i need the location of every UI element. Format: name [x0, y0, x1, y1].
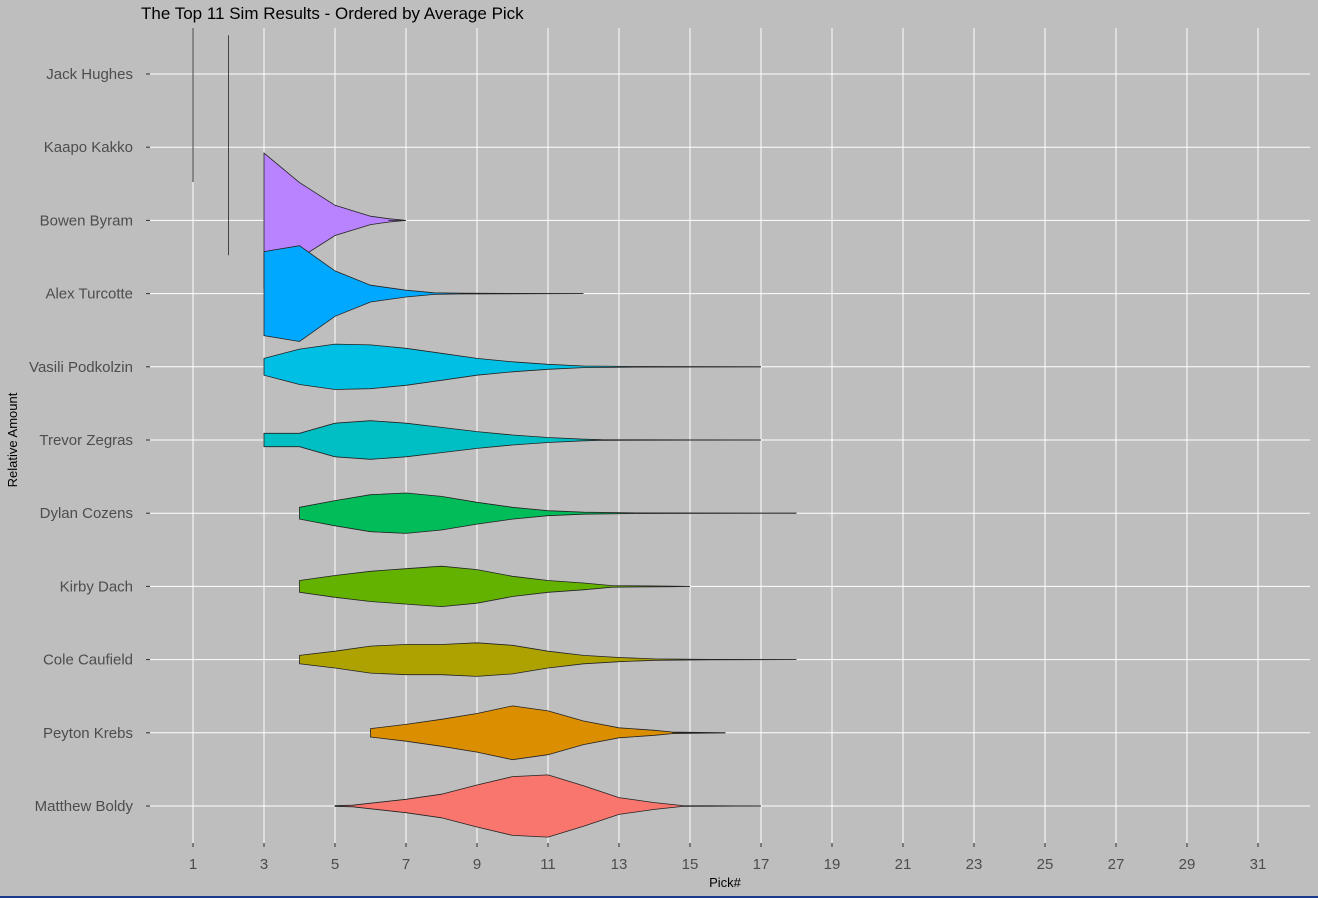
- violin-shape: [370, 705, 726, 761]
- x-tick-label: 1: [189, 856, 197, 873]
- y-tick-label: Trevor Zegras: [39, 432, 133, 449]
- chart-title: The Top 11 Sim Results - Ordered by Aver…: [141, 4, 524, 23]
- y-tick-label: Cole Caufield: [43, 652, 133, 669]
- violin-shape: [299, 565, 691, 608]
- y-tick-label: Kirby Dach: [60, 578, 133, 595]
- y-tick-label: Bowen Byram: [40, 212, 133, 229]
- window-bottom-border: [0, 896, 1318, 898]
- x-tick-label: 15: [682, 856, 699, 873]
- y-tick-label: Matthew Boldy: [35, 798, 134, 815]
- y-tick-label: Jack Hughes: [46, 66, 133, 83]
- violin-layer: [192, 28, 797, 838]
- x-tick-label: 11: [540, 856, 556, 873]
- x-tick-label: 21: [895, 856, 912, 873]
- y-tick-label: Kaapo Kakko: [44, 139, 133, 156]
- x-tick-label: 25: [1037, 856, 1054, 873]
- x-tick-label: 3: [260, 856, 268, 873]
- x-tick-label: 23: [966, 856, 983, 873]
- x-tick-label: 17: [753, 856, 770, 873]
- x-tick-label: 29: [1179, 856, 1196, 873]
- x-tick-label: 5: [331, 856, 339, 873]
- y-tick-label: Peyton Krebs: [43, 725, 133, 742]
- x-tick-label: 7: [402, 856, 410, 873]
- x-tick-label: 27: [1108, 856, 1125, 873]
- y-tick-label: Dylan Cozens: [40, 505, 133, 522]
- x-axis-label: Pick#: [709, 875, 742, 890]
- y-tick-label: Alex Turcotte: [45, 286, 133, 303]
- x-tick-label: 9: [473, 856, 481, 873]
- y-tick-label: Vasili Podkolzin: [29, 359, 133, 376]
- y-axis-label: Relative Amount: [5, 392, 20, 487]
- x-tick-label: 13: [611, 856, 628, 873]
- x-tick-label: 31: [1250, 856, 1267, 873]
- x-tick-label: 19: [824, 856, 841, 873]
